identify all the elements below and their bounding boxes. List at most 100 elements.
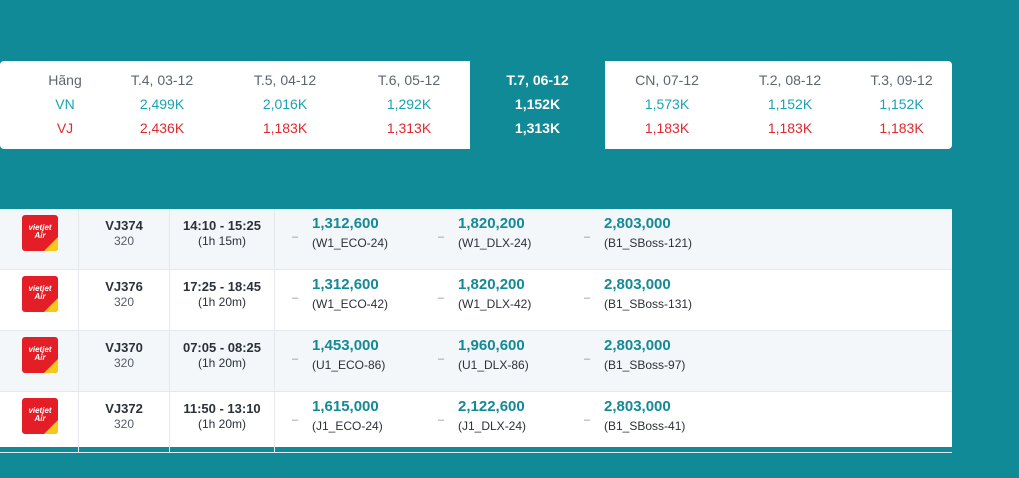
- fare-price[interactable]: 1,820,200: [458, 215, 525, 232]
- fare-code: (U1_DLX-86): [458, 358, 529, 372]
- vj-price[interactable]: 1,183K: [262, 120, 308, 136]
- flight-row[interactable]: vietjet Air VJ370 320 07:05 - 08:25 (1h …: [0, 331, 952, 392]
- fare-price[interactable]: 2,803,000: [604, 276, 671, 293]
- fare-code: (B1_SBoss-97): [604, 358, 686, 372]
- date-label: T.3, 09-12: [870, 72, 933, 88]
- vj-price[interactable]: 1,313K: [514, 120, 561, 136]
- fare-code: (W1_ECO-24): [312, 236, 389, 250]
- fare-price[interactable]: 2,122,600: [458, 398, 525, 415]
- vj-price[interactable]: 2,436K: [139, 120, 185, 136]
- fare-price[interactable]: 1,453,000: [312, 337, 379, 354]
- flight-duration: (1h 20m): [197, 356, 247, 370]
- fare-dash: –: [438, 414, 445, 426]
- vn-price[interactable]: 1,292K: [386, 96, 432, 112]
- flight-row[interactable]: vietjet Air VJ376 320 17:25 - 18:45 (1h …: [0, 270, 952, 331]
- fare-dash: –: [438, 231, 445, 243]
- vietjet-logo-text: vietjet Air: [28, 345, 52, 362]
- flight-number-cell: VJ372 320: [79, 392, 170, 452]
- date-column[interactable]: CN, 07-12 1,573K 1,183K: [605, 61, 729, 149]
- flight-row[interactable]: vietjet Air VJ374 320 14:10 - 15:25 (1h …: [0, 209, 952, 270]
- fare-price[interactable]: 1,960,600: [458, 337, 525, 354]
- fare-economy[interactable]: – 1,312,600 (W1_ECO-42): [275, 270, 421, 330]
- fare-deluxe[interactable]: – 1,820,200 (W1_DLX-42): [421, 270, 567, 330]
- airline-logo-cell: vietjet Air: [0, 270, 79, 330]
- airline-logo-cell: vietjet Air: [0, 331, 79, 391]
- fare-skyboss[interactable]: – 2,803,000 (B1_SBoss-97): [567, 331, 713, 391]
- date-label: T.7, 06-12: [506, 72, 569, 88]
- vietjet-logo-text: vietjet Air: [28, 284, 52, 301]
- fare-dash: –: [584, 353, 591, 365]
- date-column[interactable]: T.5, 04-12 2,016K 1,183K: [223, 61, 347, 149]
- flight-list: vietjet Air VJ374 320 14:10 - 15:25 (1h …: [0, 209, 952, 453]
- date-column[interactable]: T.2, 08-12 1,152K 1,183K: [728, 61, 852, 149]
- fare-deluxe[interactable]: – 2,122,600 (J1_DLX-24): [421, 392, 567, 452]
- fare-price[interactable]: 1,312,600: [312, 276, 379, 293]
- flight-number: VJ370: [105, 340, 143, 355]
- date-column[interactable]: T.6, 05-12 1,292K 1,313K: [347, 61, 471, 149]
- fare-code: (W1_DLX-24): [458, 236, 532, 250]
- fare-deluxe[interactable]: – 1,960,600 (U1_DLX-86): [421, 331, 567, 391]
- fare-price[interactable]: 1,312,600: [312, 215, 379, 232]
- date-label: T.6, 05-12: [377, 72, 441, 88]
- fare-dash: –: [584, 414, 591, 426]
- date-label: T.2, 08-12: [758, 72, 822, 88]
- vn-price[interactable]: 2,499K: [139, 96, 185, 112]
- vj-price[interactable]: 1,313K: [386, 120, 432, 136]
- fare-skyboss[interactable]: – 2,803,000 (B1_SBoss-131): [567, 270, 713, 330]
- fare-economy[interactable]: – 1,453,000 (U1_ECO-86): [275, 331, 421, 391]
- date-column-selected[interactable]: T.7, 06-12 1,152K 1,313K: [470, 59, 605, 153]
- fare-code: (W1_ECO-42): [312, 297, 389, 311]
- fare-dash: –: [584, 231, 591, 243]
- fare-dash: –: [292, 231, 299, 243]
- airline-header: Hãng: [48, 72, 82, 88]
- vn-price[interactable]: 1,152K: [514, 96, 561, 112]
- flight-time-cell: 14:10 - 15:25 (1h 15m): [170, 209, 275, 269]
- aircraft-type: 320: [113, 234, 135, 248]
- flight-number-cell: VJ376 320: [79, 270, 170, 330]
- airline-vn-label: VN: [55, 96, 75, 112]
- fare-skyboss[interactable]: – 2,803,000 (B1_SBoss-41): [567, 392, 713, 452]
- vietjet-logo-text: vietjet Air: [28, 406, 52, 423]
- fare-dash: –: [584, 292, 591, 304]
- date-column[interactable]: T.4, 03-12 2,499K 2,436K: [100, 61, 224, 149]
- flight-number-cell: VJ374 320: [79, 209, 170, 269]
- flight-time-cell: 17:25 - 18:45 (1h 20m): [170, 270, 275, 330]
- airline-vj-label: VJ: [56, 120, 74, 136]
- fare-code: (J1_DLX-24): [458, 419, 527, 433]
- fare-price[interactable]: 1,820,200: [458, 276, 525, 293]
- date-label: T.4, 03-12: [130, 72, 194, 88]
- vn-price[interactable]: 1,573K: [644, 96, 690, 112]
- vietjet-logo: vietjet Air: [22, 276, 58, 312]
- date-column[interactable]: T.3, 09-12 1,152K 1,183K: [851, 61, 952, 149]
- fare-code: (B1_SBoss-121): [604, 236, 693, 250]
- vj-price[interactable]: 1,183K: [879, 120, 924, 136]
- fare-price[interactable]: 2,803,000: [604, 398, 671, 415]
- flight-row[interactable]: vietjet Air VJ372 320 11:50 - 13:10 (1h …: [0, 392, 952, 453]
- flight-time-cell: 11:50 - 13:10 (1h 20m): [170, 392, 275, 452]
- fare-code: (B1_SBoss-131): [604, 297, 693, 311]
- vn-price[interactable]: 1,152K: [879, 96, 924, 112]
- vietjet-logo: vietjet Air: [22, 215, 58, 251]
- flight-time: 17:25 - 18:45: [182, 279, 262, 294]
- fare-price[interactable]: 1,615,000: [312, 398, 379, 415]
- fare-deluxe[interactable]: – 1,820,200 (W1_DLX-24): [421, 209, 567, 269]
- fare-code: (W1_DLX-42): [458, 297, 532, 311]
- fare-code: (J1_ECO-24): [312, 419, 383, 433]
- aircraft-type: 320: [113, 295, 135, 309]
- vj-price[interactable]: 1,183K: [767, 120, 813, 136]
- flight-duration: (1h 20m): [197, 295, 247, 309]
- date-label: T.5, 04-12: [253, 72, 317, 88]
- flight-time-cell: 07:05 - 08:25 (1h 20m): [170, 331, 275, 391]
- airline-logo-cell: vietjet Air: [0, 209, 79, 269]
- fare-skyboss[interactable]: – 2,803,000 (B1_SBoss-121): [567, 209, 713, 269]
- fare-price[interactable]: 2,803,000: [604, 337, 671, 354]
- flight-duration: (1h 20m): [197, 417, 247, 431]
- fare-price[interactable]: 2,803,000: [604, 215, 671, 232]
- flight-number: VJ372: [105, 401, 143, 416]
- fare-economy[interactable]: – 1,615,000 (J1_ECO-24): [275, 392, 421, 452]
- flight-number-cell: VJ370 320: [79, 331, 170, 391]
- vj-price[interactable]: 1,183K: [644, 120, 690, 136]
- fare-economy[interactable]: – 1,312,600 (W1_ECO-24): [275, 209, 421, 269]
- vn-price[interactable]: 1,152K: [767, 96, 813, 112]
- vn-price[interactable]: 2,016K: [262, 96, 308, 112]
